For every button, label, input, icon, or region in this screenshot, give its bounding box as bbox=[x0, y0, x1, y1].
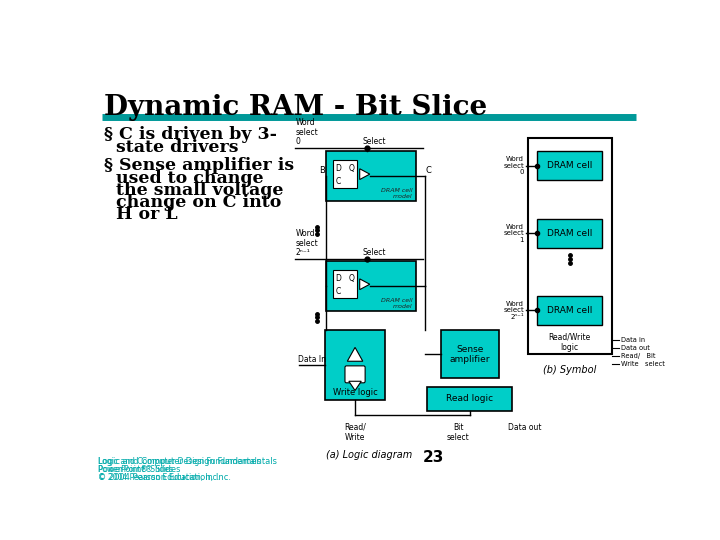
Text: C: C bbox=[336, 287, 341, 296]
Text: DRAM cell: DRAM cell bbox=[547, 306, 593, 315]
Polygon shape bbox=[360, 168, 370, 179]
Text: Write   select: Write select bbox=[621, 361, 665, 367]
FancyBboxPatch shape bbox=[345, 366, 365, 383]
Bar bbox=[333, 160, 357, 188]
Text: D: D bbox=[336, 274, 341, 284]
Text: change on C into: change on C into bbox=[104, 194, 282, 211]
Text: PowerPoint® Slides: PowerPoint® Slides bbox=[98, 465, 180, 474]
Text: the small voltage: the small voltage bbox=[104, 182, 284, 199]
Text: Word
select
1: Word select 1 bbox=[503, 224, 524, 243]
Bar bbox=[326, 151, 415, 201]
Text: Logic and Computer Design Fundamentals: Logic and Computer Design Fundamentals bbox=[98, 457, 261, 467]
Text: DRAM cell
model: DRAM cell model bbox=[381, 298, 413, 309]
Text: B: B bbox=[319, 166, 325, 175]
Text: § Sense amplifier is: § Sense amplifier is bbox=[104, 157, 294, 174]
Text: state drivers: state drivers bbox=[104, 139, 238, 156]
Text: Write logic: Write logic bbox=[333, 388, 377, 397]
Bar bbox=[528, 138, 611, 354]
Bar bbox=[326, 261, 415, 311]
Bar bbox=[441, 330, 499, 378]
Text: Data out: Data out bbox=[508, 423, 542, 432]
Text: Read/
Write: Read/ Write bbox=[344, 423, 366, 442]
Text: D: D bbox=[336, 164, 341, 173]
Text: Logic and Computer Design Fundamentals: Logic and Computer Design Fundamentals bbox=[98, 457, 276, 467]
Text: Data In: Data In bbox=[297, 355, 325, 364]
Text: Select: Select bbox=[363, 137, 387, 146]
Text: Select: Select bbox=[363, 248, 387, 257]
Text: Word
select
2ⁿ⁻¹: Word select 2ⁿ⁻¹ bbox=[295, 229, 318, 257]
Bar bbox=[427, 387, 513, 411]
Text: § C is driven by 3-: § C is driven by 3- bbox=[104, 126, 277, 144]
Text: Word
select
0: Word select 0 bbox=[503, 156, 524, 175]
Text: Data in: Data in bbox=[621, 338, 645, 343]
Text: Read/   Bit: Read/ Bit bbox=[621, 353, 655, 359]
Text: © 2004 Pearson Education, Inc.: © 2004 Pearson Education, Inc. bbox=[98, 473, 219, 482]
Text: PowerPoint® Slides: PowerPoint® Slides bbox=[98, 465, 173, 474]
Text: Q: Q bbox=[348, 164, 354, 173]
Polygon shape bbox=[349, 381, 361, 390]
Text: DRAM cell: DRAM cell bbox=[547, 229, 593, 238]
Text: Data out: Data out bbox=[621, 345, 649, 351]
Text: © 2004 Pearson Education, Inc.: © 2004 Pearson Education, Inc. bbox=[98, 473, 230, 482]
Bar bbox=[537, 296, 602, 325]
Text: C: C bbox=[336, 177, 341, 186]
Text: (a) Logic diagram: (a) Logic diagram bbox=[326, 450, 412, 460]
Bar bbox=[325, 330, 385, 400]
Bar bbox=[537, 151, 602, 180]
Text: H or L: H or L bbox=[104, 206, 178, 224]
Polygon shape bbox=[360, 279, 370, 289]
Text: Dynamic RAM - Bit Slice: Dynamic RAM - Bit Slice bbox=[104, 94, 487, 121]
Bar bbox=[333, 271, 357, 298]
Polygon shape bbox=[347, 347, 363, 361]
Text: Read/Write
logic: Read/Write logic bbox=[549, 333, 591, 352]
Text: Sense
amplifier: Sense amplifier bbox=[449, 345, 490, 364]
Text: Bit
select: Bit select bbox=[446, 423, 469, 442]
Text: Word
select
2ⁿ⁻¹: Word select 2ⁿ⁻¹ bbox=[503, 301, 524, 320]
Text: used to change: used to change bbox=[104, 170, 264, 186]
Text: DRAM cell: DRAM cell bbox=[547, 161, 593, 170]
Text: Word
select
0: Word select 0 bbox=[295, 118, 318, 146]
Text: 23: 23 bbox=[423, 450, 445, 465]
Text: Read logic: Read logic bbox=[446, 395, 493, 403]
Text: DRAM cell
model: DRAM cell model bbox=[381, 188, 413, 199]
Text: (b) Symbol: (b) Symbol bbox=[543, 365, 596, 375]
Bar bbox=[537, 219, 602, 248]
Text: C: C bbox=[426, 166, 431, 175]
Text: Q: Q bbox=[348, 274, 354, 284]
